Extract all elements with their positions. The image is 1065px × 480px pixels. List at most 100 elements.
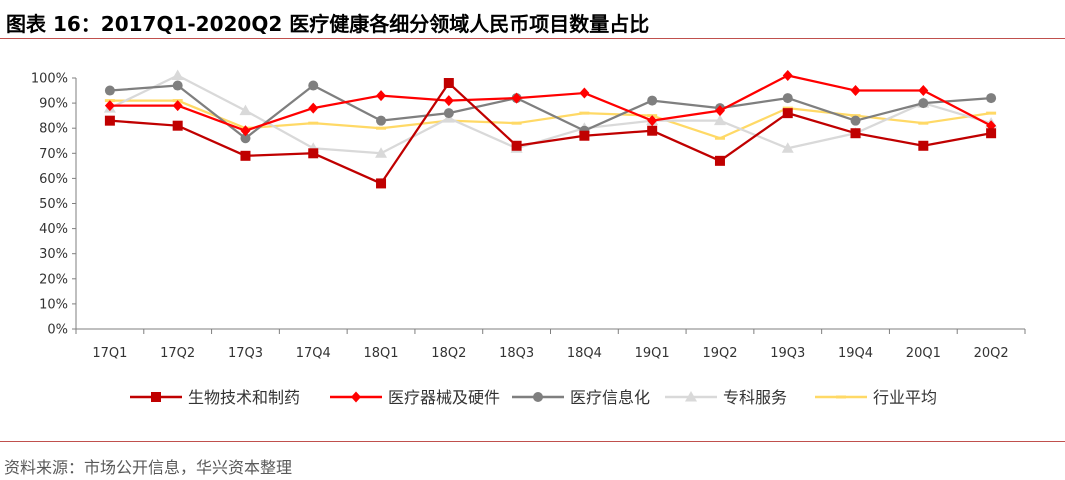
data-point — [376, 178, 387, 189]
data-point — [986, 128, 997, 139]
x-tick-label: 17Q4 — [296, 346, 331, 361]
data-point — [714, 105, 725, 117]
data-point — [443, 78, 454, 89]
data-point — [172, 120, 183, 131]
legend-marker — [685, 391, 697, 402]
data-point — [104, 115, 115, 126]
data-point — [782, 108, 793, 119]
data-point — [171, 69, 184, 80]
legend-label: 医疗器械及硬件 — [388, 388, 500, 407]
y-tick-label: 30% — [39, 247, 68, 262]
source-note: 资料来源：市场公开信息，华兴资本整理 — [4, 458, 293, 477]
data-point — [579, 87, 590, 99]
data-point — [781, 142, 794, 153]
data-point — [850, 85, 861, 97]
data-point — [511, 92, 522, 104]
y-tick-label: 10% — [39, 297, 68, 312]
y-tick-label: 40% — [39, 222, 68, 237]
y-tick-label: 70% — [39, 147, 68, 162]
data-point — [375, 147, 388, 158]
legend-item: 专科服务 — [665, 388, 787, 407]
data-point — [239, 104, 252, 116]
x-tick-label: 17Q1 — [92, 346, 127, 361]
legend-item: 医疗信息化 — [512, 388, 650, 407]
data-point — [782, 106, 793, 110]
x-tick-label: 18Q4 — [567, 346, 602, 361]
data-point — [918, 98, 929, 109]
legend-label: 医疗信息化 — [570, 388, 650, 407]
x-tick-label: 19Q1 — [635, 346, 670, 361]
data-point — [647, 95, 658, 106]
data-point — [647, 125, 658, 136]
x-tick-label: 18Q2 — [431, 346, 466, 361]
chart-legend: 生物技术和制药 医疗器械及硬件 医疗信息化 专科服务 行业平均 — [130, 388, 937, 407]
data-point — [104, 85, 115, 96]
data-point — [308, 102, 319, 114]
x-tick-label: 18Q1 — [364, 346, 399, 361]
data-point — [308, 148, 319, 159]
data-point — [240, 150, 251, 161]
y-tick-label: 100% — [31, 72, 68, 87]
x-tick-label: 20Q1 — [906, 346, 941, 361]
data-point — [240, 133, 251, 144]
series-2 — [104, 69, 997, 137]
y-tick-label: 90% — [39, 97, 68, 112]
data-point — [579, 111, 590, 115]
data-point — [376, 115, 387, 126]
data-point — [986, 111, 997, 115]
legend-item: 医疗器械及硬件 — [330, 388, 500, 407]
legend-label: 行业平均 — [873, 388, 937, 407]
x-tick-label: 18Q3 — [499, 346, 534, 361]
legend-marker — [351, 391, 361, 403]
data-point — [104, 100, 115, 112]
data-point — [918, 121, 929, 125]
y-tick-label: 60% — [39, 172, 68, 187]
y-tick-label: 80% — [39, 122, 68, 137]
data-point — [376, 126, 387, 130]
legend-label: 生物技术和制药 — [188, 388, 300, 407]
series-1 — [104, 78, 997, 189]
data-point — [172, 80, 183, 91]
series-line — [109, 84, 992, 140]
data-point — [240, 125, 251, 137]
data-point — [579, 130, 590, 141]
legend-marker — [836, 395, 846, 399]
data-point — [511, 121, 522, 125]
legend-item: 生物技术和制药 — [130, 388, 300, 407]
data-point — [714, 136, 725, 140]
data-point — [782, 69, 793, 81]
data-point — [511, 140, 522, 151]
data-point — [850, 115, 861, 126]
line-chart: 0% 10% 20% 30% 40% 50% 60% 70% 80% 90% 100% 17Q1 17Q… — [31, 69, 1026, 407]
data-point — [986, 93, 997, 104]
source-divider — [0, 441, 1065, 442]
data-point — [713, 114, 726, 126]
y-tick-label: 20% — [39, 272, 68, 287]
legend-marker — [533, 392, 543, 402]
data-point — [714, 155, 725, 166]
x-tick-label: 19Q2 — [702, 346, 737, 361]
data-point — [308, 121, 319, 125]
legend-label: 专科服务 — [723, 388, 787, 407]
x-tick-label: 17Q3 — [228, 346, 263, 361]
x-tick-label: 17Q2 — [160, 346, 195, 361]
series-line — [109, 74, 992, 132]
data-point — [850, 114, 861, 118]
data-point — [443, 95, 454, 107]
y-tick-label: 50% — [39, 197, 68, 212]
data-point — [782, 93, 793, 104]
x-tick-label: 20Q2 — [974, 346, 1009, 361]
data-point — [647, 115, 658, 127]
data-point — [850, 128, 861, 139]
chart-axes: 0% 10% 20% 30% 40% 50% 60% 70% 80% 90% 100% 17Q1 17Q… — [31, 72, 1026, 361]
data-point — [443, 108, 454, 119]
legend-item: 行业平均 — [815, 388, 937, 407]
data-point — [308, 80, 319, 91]
y-tick-label: 0% — [47, 323, 68, 338]
legend-marker — [151, 392, 161, 402]
title-divider — [0, 38, 1065, 39]
chart-title: 图表 16：2017Q1-2020Q2 医疗健康各细分领域人民币项目数量占比 — [6, 12, 650, 36]
series-line — [109, 74, 992, 155]
x-tick-label: 19Q4 — [838, 346, 873, 361]
data-point — [376, 90, 387, 102]
